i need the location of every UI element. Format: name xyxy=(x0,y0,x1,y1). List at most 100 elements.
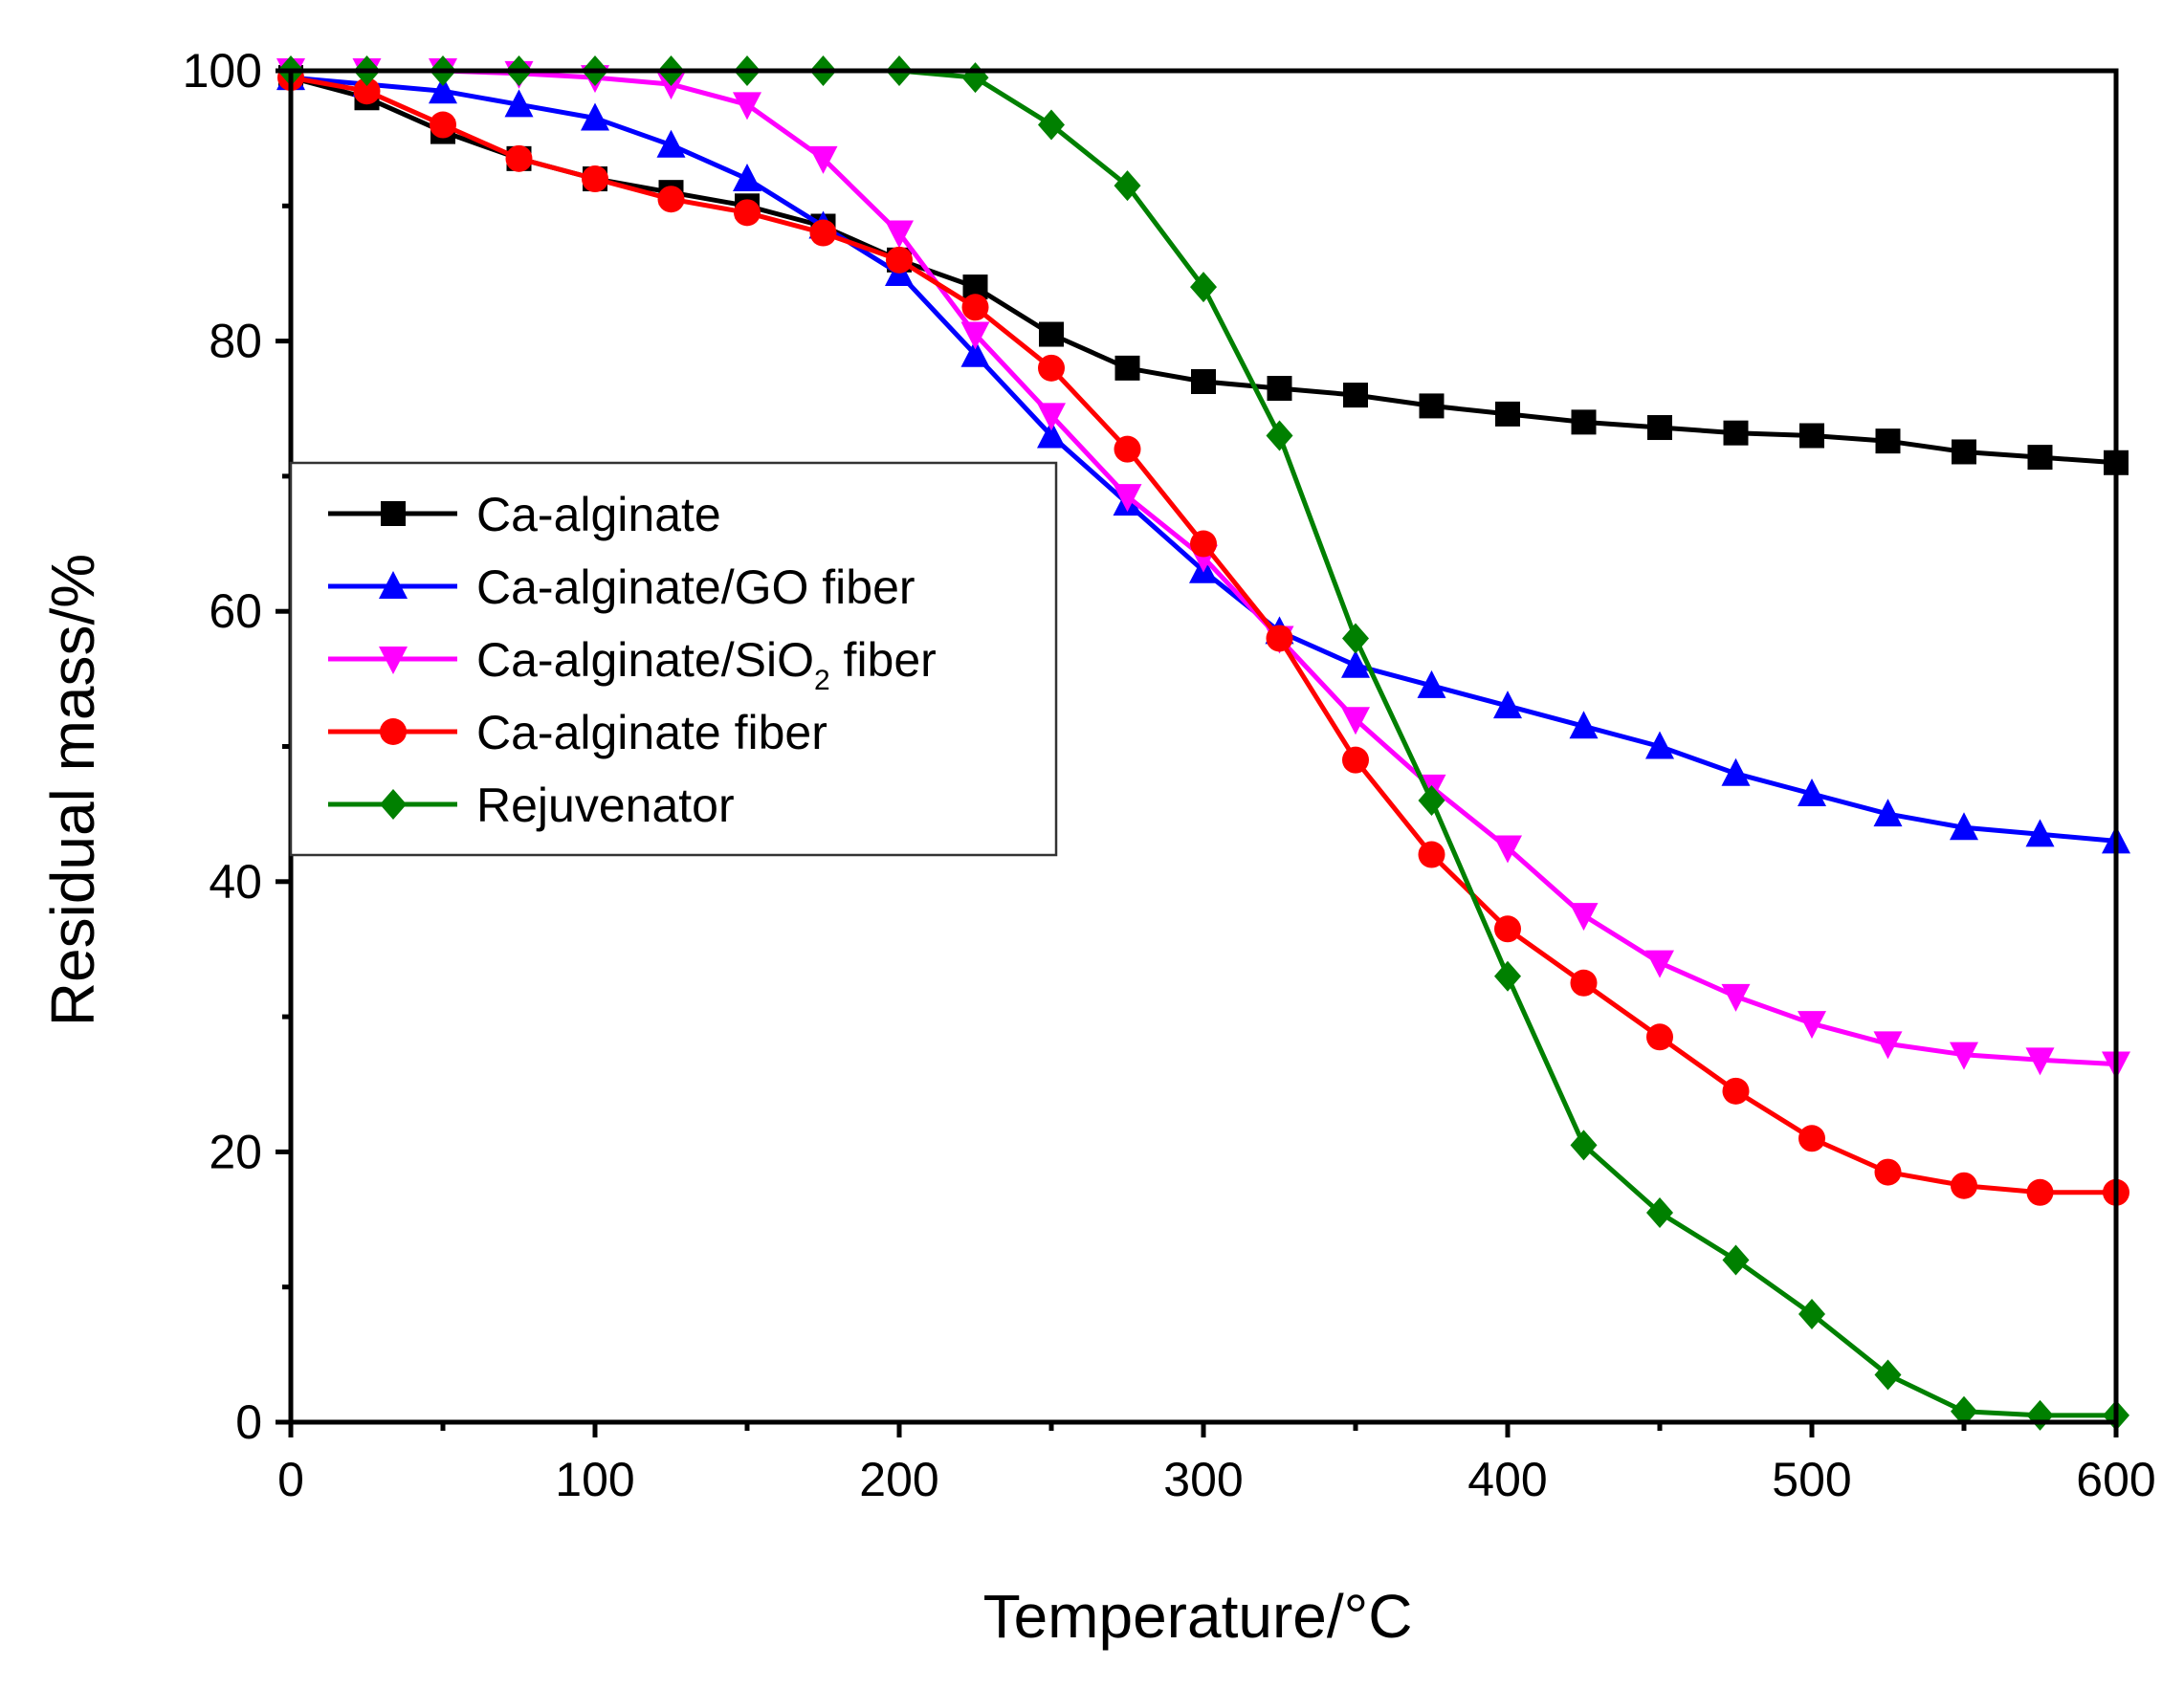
data-point xyxy=(505,144,533,172)
data-point xyxy=(1798,778,1826,806)
data-point xyxy=(1874,1359,1902,1391)
data-point xyxy=(1569,903,1599,932)
data-point xyxy=(1495,401,1520,427)
data-point xyxy=(1418,785,1445,817)
data-point xyxy=(657,186,685,213)
legend-entry: Rejuvenator xyxy=(328,779,735,832)
data-point xyxy=(1798,1011,1826,1040)
data-point xyxy=(504,89,534,118)
data-point xyxy=(1341,649,1370,678)
x-axis-title: Temperature/°C xyxy=(983,1582,1413,1651)
data-point xyxy=(656,129,686,158)
data-point xyxy=(1875,428,1901,454)
data-point xyxy=(960,321,990,350)
y-tick-label: 100 xyxy=(183,44,262,98)
data-point xyxy=(1419,393,1445,419)
legend-entry: Ca-alginate fiber xyxy=(328,706,827,759)
data-point xyxy=(1266,625,1293,652)
data-point xyxy=(808,145,838,174)
data-point xyxy=(1722,1244,1750,1276)
data-point xyxy=(1038,354,1065,382)
y-tick-label: 60 xyxy=(209,584,262,638)
data-point xyxy=(809,219,837,247)
data-point xyxy=(1798,1298,1825,1329)
data-point xyxy=(1114,435,1141,463)
data-point xyxy=(1950,1042,1978,1070)
data-point xyxy=(1645,950,1674,978)
legend-marker xyxy=(379,571,408,599)
data-point xyxy=(1799,423,1824,449)
data-point xyxy=(1951,1172,1977,1199)
data-point xyxy=(2026,1178,2054,1206)
data-point xyxy=(429,76,457,104)
y-tick-label: 0 xyxy=(235,1395,262,1449)
y-tick-label: 20 xyxy=(209,1125,262,1178)
data-point xyxy=(1723,420,1749,446)
data-point xyxy=(1114,170,1141,202)
data-point xyxy=(2027,445,2053,471)
data-point xyxy=(1037,420,1066,449)
data-point xyxy=(886,246,913,274)
data-point xyxy=(733,164,761,192)
data-point xyxy=(1267,376,1292,402)
data-point xyxy=(430,111,456,139)
series-layer xyxy=(276,55,2130,1431)
data-point xyxy=(1343,383,1368,408)
data-point xyxy=(1570,969,1598,997)
data-point xyxy=(1037,403,1066,431)
y-axis-title: Residual mass/% xyxy=(38,554,107,1026)
legend: Ca-alginate Ca-alginate/GO fiber Ca-algina… xyxy=(289,461,1058,857)
data-point xyxy=(1570,1130,1598,1161)
data-point xyxy=(1418,841,1445,868)
data-point xyxy=(1569,711,1599,739)
data-point xyxy=(1038,109,1065,141)
x-tick-label: 400 xyxy=(1467,1453,1547,1506)
data-point xyxy=(2025,1047,2055,1076)
data-point xyxy=(960,339,990,367)
data-point xyxy=(1190,272,1217,303)
legend-marker xyxy=(379,647,408,674)
x-tick-label: 200 xyxy=(859,1453,938,1506)
data-point xyxy=(1493,691,1522,719)
data-point xyxy=(1874,1158,1902,1186)
x-tick-label: 100 xyxy=(555,1453,634,1506)
data-point xyxy=(1571,409,1597,435)
legend-label: Ca-alginate/SiO2 fiber xyxy=(476,633,937,696)
data-point xyxy=(1494,915,1521,943)
data-point xyxy=(1342,746,1369,774)
data-point xyxy=(1113,484,1142,513)
legend-entry: Ca-alginate/SiO2 fiber xyxy=(328,633,937,696)
data-point xyxy=(1722,1077,1750,1105)
data-point xyxy=(1873,1031,1903,1060)
data-point xyxy=(1950,812,1978,841)
data-point xyxy=(1493,835,1522,864)
data-point xyxy=(1645,731,1674,759)
data-point xyxy=(353,77,381,105)
data-point xyxy=(1039,321,1064,347)
x-tick-label: 500 xyxy=(1772,1453,1851,1506)
data-point xyxy=(1721,983,1751,1012)
legend-label: Ca-alginate xyxy=(476,488,721,541)
data-point xyxy=(1873,799,1903,827)
legend-entry: Ca-alginate xyxy=(328,488,721,541)
data-point xyxy=(1417,669,1446,698)
data-point xyxy=(885,220,914,249)
legend-label: Ca-alginate/GO fiber xyxy=(476,560,916,614)
series-ca-alginate-fiber xyxy=(277,64,2129,1206)
data-point xyxy=(1114,355,1140,381)
data-point xyxy=(1190,530,1217,558)
data-point xyxy=(1952,439,1976,465)
data-point xyxy=(582,165,608,193)
data-point xyxy=(1647,415,1672,441)
data-point xyxy=(2025,819,2055,847)
legend-marker xyxy=(380,718,407,745)
data-point xyxy=(1951,1395,1977,1427)
legend-label: Rejuvenator xyxy=(476,779,735,832)
data-point xyxy=(1266,420,1293,451)
data-point xyxy=(1342,623,1369,654)
y-tick-label: 80 xyxy=(209,315,262,368)
data-point xyxy=(1191,368,1216,394)
x-tick-label: 600 xyxy=(2076,1453,2155,1506)
data-point xyxy=(1646,1023,1673,1051)
